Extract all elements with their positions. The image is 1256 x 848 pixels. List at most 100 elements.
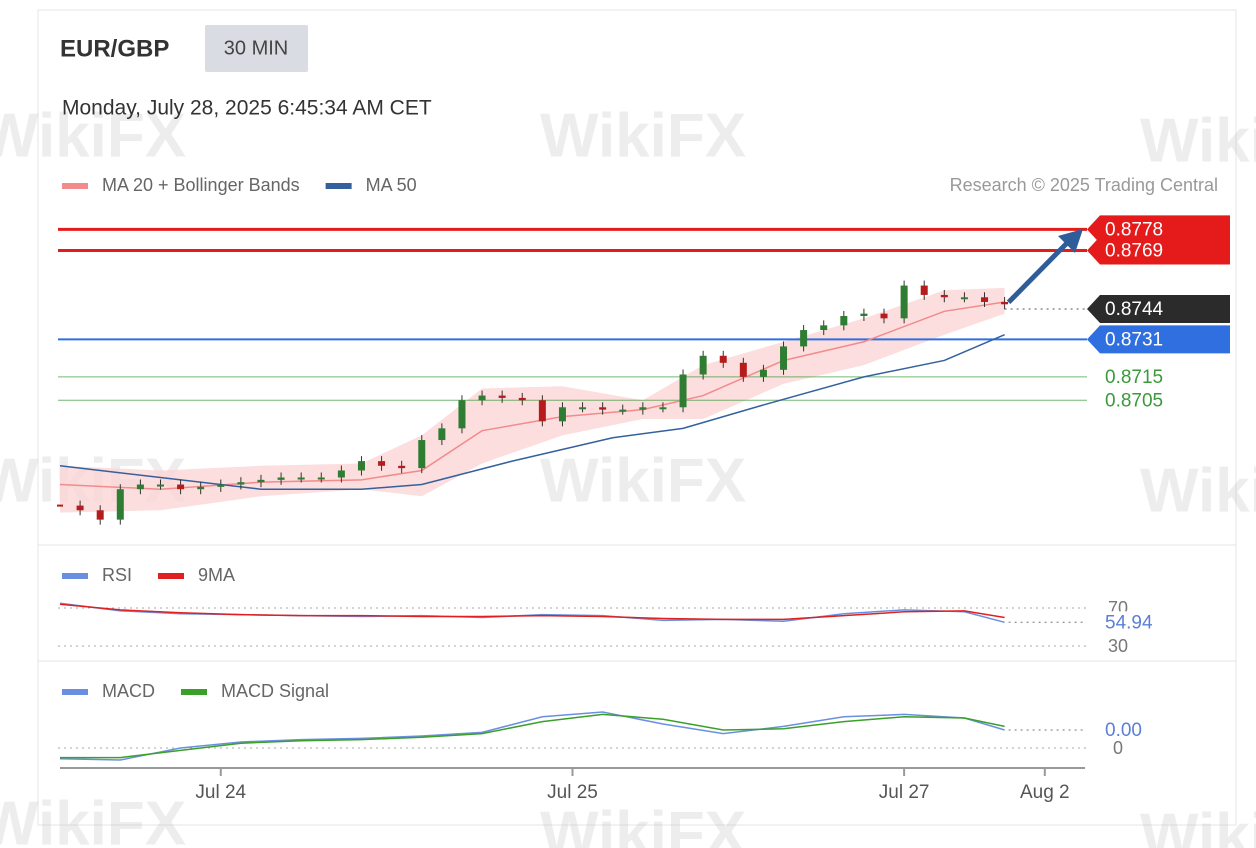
candle: [639, 407, 647, 410]
level-label: 0.8705: [1105, 390, 1163, 411]
candle: [800, 330, 808, 347]
legend-swatch: [325, 183, 352, 189]
level-label: 0.8715: [1105, 367, 1163, 388]
forecast-arrow: [1006, 238, 1072, 305]
candle: [880, 313, 888, 319]
candle: [940, 294, 948, 298]
candle: [317, 477, 325, 480]
candle: [739, 362, 747, 377]
candle: [156, 484, 164, 487]
watermarks: WikiFX WikiFX WikiFX WikiFX WikiFX WikiFX Wiki…: [0, 101, 1256, 848]
candle: [418, 440, 426, 469]
candle: [719, 355, 727, 363]
last-value-label: 54.94: [1105, 612, 1153, 633]
candle: [136, 484, 144, 490]
candle: [398, 465, 406, 469]
watermark: WikiFX: [0, 789, 186, 848]
candle: [538, 400, 546, 422]
candle: [76, 505, 84, 511]
candle: [237, 482, 245, 485]
watermark: WikiFX: [540, 446, 746, 515]
level-tag: [1087, 294, 1230, 323]
moving-average: [59, 334, 1005, 490]
candle: [780, 346, 788, 370]
candle: [599, 407, 607, 410]
legend-label: MACD Signal: [221, 681, 329, 701]
label-bg: [1100, 611, 1166, 634]
candle: [357, 461, 365, 471]
credit: Research © 2025 Trading Central: [950, 175, 1218, 195]
candle: [438, 428, 446, 441]
candle: [699, 355, 707, 375]
legend-swatch: [158, 573, 185, 579]
level-tag: [1087, 215, 1230, 244]
candle: [900, 285, 908, 319]
candle: [478, 395, 486, 401]
watermark: WikiFX: [1140, 456, 1256, 525]
level-label: 0.8769: [1105, 240, 1163, 261]
legend-label: MACD: [102, 681, 155, 701]
legend-label: 9MA: [198, 565, 235, 585]
legend-swatch: [181, 689, 207, 695]
candle: [277, 477, 285, 480]
candle: [116, 489, 124, 520]
candle: [57, 504, 63, 507]
candle: [679, 374, 687, 408]
candle: [981, 297, 989, 302]
x-tick-label: Jul 24: [195, 782, 246, 803]
legend-swatch: [62, 689, 88, 695]
symbol: EUR/GBP: [60, 35, 169, 62]
last-value-label: 0.00: [1105, 720, 1142, 741]
level-tag: [1087, 325, 1230, 354]
legend-label: MA 20 + Bollinger Bands: [102, 175, 300, 195]
candle: [759, 369, 767, 377]
candle: [960, 297, 968, 300]
candle: [337, 470, 345, 478]
label-bg: [1100, 719, 1166, 741]
candle: [96, 510, 104, 520]
candle: [498, 395, 506, 398]
timeframe-badge: [205, 25, 308, 72]
candle: [1001, 301, 1009, 305]
forecast-arrowhead: [1058, 229, 1083, 253]
level-label: 0.8744: [1105, 299, 1164, 320]
indicator-line: [60, 713, 1005, 759]
timestamp: Monday, July 28, 2025 6:45:34 AM CET: [62, 97, 432, 120]
candle: [920, 285, 928, 295]
level-label: 0.8778: [1105, 219, 1163, 240]
y-tick-label: 0: [1113, 738, 1123, 758]
watermark: WikiFX: [1140, 801, 1256, 848]
candle: [257, 479, 265, 483]
level-tag: [1087, 236, 1230, 265]
candle: [177, 484, 185, 490]
candle: [297, 477, 305, 480]
level-label: 0.8731: [1105, 329, 1163, 350]
indicator-line: [59, 711, 1005, 761]
watermark: WikiFX: [540, 101, 746, 170]
candle: [378, 461, 386, 466]
candle: [458, 400, 466, 429]
candle: [820, 325, 828, 331]
candle: [860, 313, 868, 316]
candle: [197, 486, 205, 490]
legend-swatch: [62, 183, 88, 189]
legend-label: MA 50: [366, 175, 417, 195]
watermark: WikiFX: [540, 799, 746, 848]
x-tick-label: Jul 27: [879, 782, 930, 803]
candle: [659, 407, 667, 410]
candle: [579, 407, 587, 410]
indicator-line: [59, 603, 1005, 621]
candle: [518, 397, 526, 401]
candle: [840, 315, 848, 326]
x-tick-label: Jul 25: [547, 782, 598, 803]
candle: [217, 484, 225, 487]
y-tick-label: 30: [1108, 636, 1128, 656]
candle: [619, 409, 627, 412]
x-tick-label: Aug 2: [1020, 782, 1070, 803]
candle: [558, 407, 566, 422]
watermark: WikiFX: [1140, 106, 1256, 175]
timeframe: 30 MIN: [224, 37, 288, 59]
legend-swatch: [62, 573, 88, 579]
